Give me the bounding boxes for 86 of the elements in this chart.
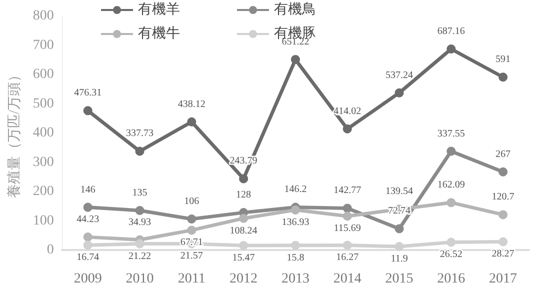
- point: [135, 206, 144, 216]
- y-tick-label: 100: [32, 213, 54, 228]
- data-label: 651.22: [282, 36, 310, 48]
- legend-label: 有機牛: [138, 26, 180, 42]
- point: [498, 72, 508, 82]
- point: [290, 240, 300, 250]
- x-tick-label: 2009: [74, 272, 102, 286]
- data-label: 16.27: [336, 252, 359, 264]
- y-tick-label: 200: [32, 184, 54, 199]
- point: [239, 240, 248, 250]
- point: [498, 237, 508, 246]
- point: [342, 212, 352, 221]
- y-tick-label: 700: [32, 38, 54, 53]
- point: [187, 214, 196, 224]
- data-label: 135: [132, 188, 148, 199]
- data-label: 67.71: [180, 237, 203, 248]
- point: [290, 55, 300, 64]
- point: [187, 226, 196, 235]
- data-label: 146: [80, 184, 96, 196]
- point: [290, 205, 300, 214]
- data-label: 142.77: [334, 185, 362, 196]
- data-label: 146.2: [284, 184, 307, 196]
- point: [446, 238, 456, 247]
- data-label: 21.57: [180, 250, 203, 262]
- x-tick-label: 2013: [281, 272, 310, 286]
- y-axis-title: 養殖量（万匹/万頭）: [6, 68, 22, 198]
- legend-label: 有機羊: [138, 2, 180, 18]
- point: [446, 44, 456, 54]
- point: [342, 204, 352, 213]
- data-label: 16.74: [76, 252, 100, 264]
- data-label: 476.31: [74, 88, 102, 99]
- point: [394, 224, 404, 234]
- x-tick-label: 2016: [437, 272, 466, 286]
- data-label: 108.24: [230, 225, 258, 236]
- data-label: 44.23: [76, 214, 100, 226]
- data-label: 337.55: [437, 128, 465, 140]
- x-tick-label: 2015: [385, 272, 414, 286]
- point: [498, 167, 508, 176]
- data-label: 162.09: [437, 180, 465, 191]
- x-tick-label: 2014: [333, 272, 362, 286]
- x-tick-label: 2017: [489, 272, 518, 286]
- point: [135, 146, 144, 156]
- y-tick-label: 0: [46, 242, 54, 258]
- data-label: 15.47: [232, 252, 255, 264]
- data-label: 687.16: [437, 26, 465, 38]
- x-tick-label: 2012: [230, 272, 258, 286]
- data-label: 115.69: [334, 223, 361, 234]
- legend-label: 有機鳥: [274, 2, 316, 18]
- data-label: 15.8: [286, 252, 304, 264]
- point: [135, 239, 144, 248]
- point: [187, 117, 196, 126]
- data-label: 28.27: [492, 248, 514, 260]
- data-label: 26.52: [440, 249, 462, 260]
- y-tick-label: 300: [32, 154, 54, 170]
- point: [239, 174, 248, 184]
- data-label: 438.12: [178, 98, 206, 110]
- point: [342, 124, 352, 134]
- data-label: 337.73: [126, 128, 154, 140]
- point: [446, 198, 456, 208]
- data-label: 267: [496, 148, 511, 160]
- point: [83, 232, 92, 242]
- y-tick-label: 400: [32, 126, 54, 140]
- data-label: 537.24: [386, 70, 413, 81]
- x-tick-label: 2011: [178, 272, 206, 286]
- point: [446, 146, 456, 156]
- data-label: 106: [184, 196, 200, 207]
- data-label: 128: [236, 190, 252, 201]
- y-tick-label: 500: [32, 96, 54, 112]
- x-tick-label: 2010: [126, 272, 154, 286]
- point: [83, 202, 92, 212]
- data-label: 591: [496, 54, 511, 66]
- data-label: 11.9: [390, 254, 408, 265]
- y-tick-label: 800: [32, 8, 54, 24]
- point: [342, 240, 352, 250]
- data-label: 120.7: [492, 192, 514, 203]
- y-tick-label: 600: [32, 67, 54, 82]
- data-label: 34.93: [128, 216, 151, 228]
- point: [498, 210, 508, 220]
- point: [394, 88, 404, 98]
- point: [394, 242, 404, 252]
- data-label: 21.22: [128, 250, 151, 262]
- point: [83, 240, 92, 250]
- point: [83, 106, 92, 116]
- data-label: 139.54: [386, 186, 413, 198]
- data-label: 136.93: [282, 216, 310, 228]
- point: [239, 214, 248, 223]
